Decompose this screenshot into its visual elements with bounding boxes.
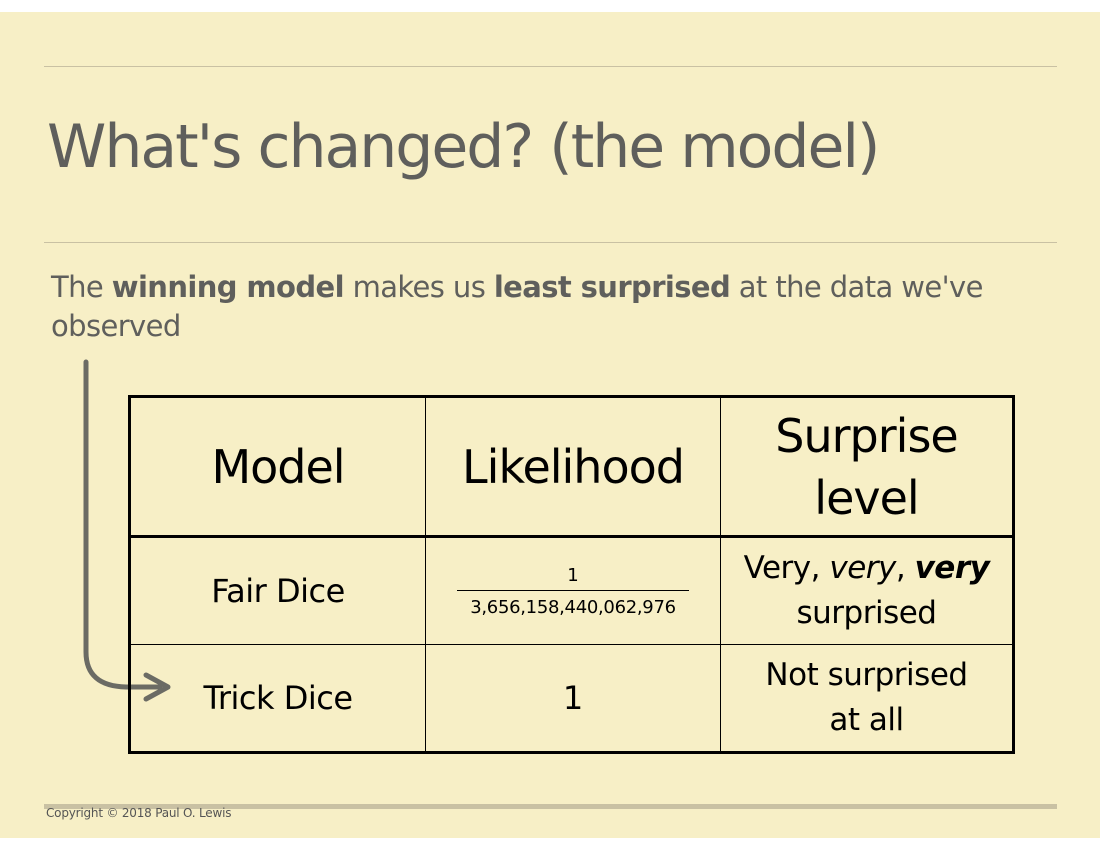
table-row: Trick Dice 1 Not surprised at all xyxy=(129,644,1014,753)
subtitle-text-2: makes us xyxy=(343,270,494,304)
cell-likelihood-trick-dice: 1 xyxy=(425,644,721,753)
subtitle-bold-least-surprised: least surprised xyxy=(493,270,731,304)
header-surprise-level: Surprise level xyxy=(720,396,1014,538)
header-surprise-line1: Surprise xyxy=(775,408,958,463)
table-header-row: Model Likelihood Surprise level xyxy=(129,396,1014,538)
cell-surprise-fair-dice: Very, very, very surprised xyxy=(720,536,1014,645)
cell-model-trick-dice: Trick Dice xyxy=(129,644,426,753)
header-model: Model xyxy=(129,396,426,538)
surprise-very-2: very xyxy=(829,550,896,586)
fraction-bar xyxy=(457,589,689,591)
header-likelihood: Likelihood xyxy=(425,396,721,538)
table-row: Fair Dice 1 3,656,158,440,062,976 Very, … xyxy=(129,536,1014,645)
surprise-line2-fair: surprised xyxy=(796,595,937,631)
model-comparison-table: Model Likelihood Surprise level Fair Dice… xyxy=(128,395,1015,754)
slide: What's changed? (the model) The winning … xyxy=(0,12,1100,838)
top-divider xyxy=(44,66,1057,67)
likelihood-fraction: 1 3,656,158,440,062,976 xyxy=(457,565,689,618)
header-surprise-line2: level xyxy=(814,470,919,525)
slide-title: What's changed? (the model) xyxy=(47,112,880,182)
cell-model-fair-dice: Fair Dice xyxy=(129,536,426,645)
footer-divider xyxy=(44,804,1057,809)
surprise-very-3: very xyxy=(914,550,990,586)
subtitle-text-1: The xyxy=(51,270,112,304)
surprise-line1-trick: Not surprised xyxy=(765,657,968,693)
fraction-denominator: 3,656,158,440,062,976 xyxy=(470,596,676,618)
cell-likelihood-fair-dice: 1 3,656,158,440,062,976 xyxy=(425,536,721,645)
slide-subtitle: The winning model makes us least surpris… xyxy=(51,268,1051,346)
subtitle-text-3: at the data we've observed xyxy=(51,270,983,343)
title-divider xyxy=(44,242,1057,243)
cell-surprise-trick-dice: Not surprised at all xyxy=(720,644,1014,753)
surprise-very-1: Very, xyxy=(743,550,821,586)
copyright-notice: Copyright © 2018 Paul O. Lewis xyxy=(46,806,232,820)
surprise-line2-trick: at all xyxy=(829,702,904,738)
fraction-numerator: 1 xyxy=(567,564,579,586)
surprise-comma: , xyxy=(895,550,906,586)
subtitle-bold-winning-model: winning model xyxy=(111,270,345,304)
